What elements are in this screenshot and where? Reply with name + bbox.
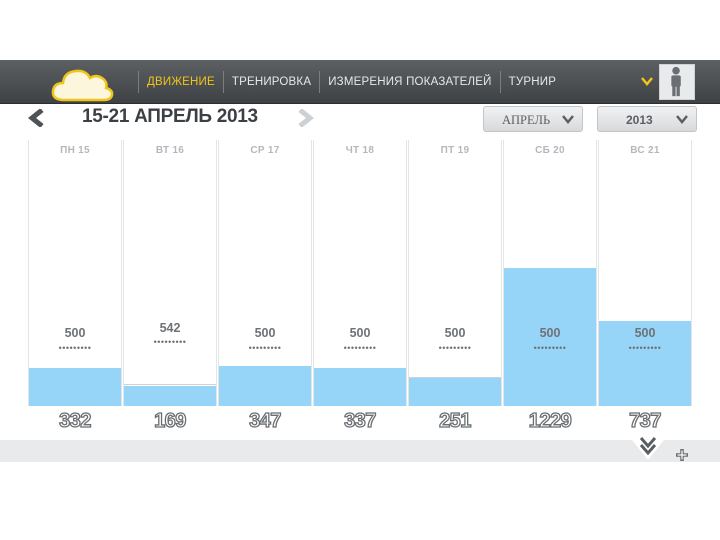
day-label: ВТ 16 — [155, 145, 185, 156]
goal-dots: ••••••••• — [248, 343, 282, 353]
nav-item-movement[interactable]: ДВИЖЕНИЕ — [147, 76, 215, 88]
activity-bar — [504, 268, 596, 406]
next-week-arrow-icon[interactable] — [292, 109, 314, 127]
nav-divider — [222, 71, 224, 93]
goal-dots: ••••••••• — [438, 343, 472, 353]
day-total: 1229 — [528, 409, 572, 432]
day-total: 337 — [343, 409, 377, 432]
goal-value: 500 — [254, 326, 276, 340]
activity-bar — [124, 386, 216, 406]
year-select[interactable]: 2013 — [597, 106, 697, 132]
day-total: 332 — [58, 409, 92, 432]
day-label: ЧТ 18 — [345, 145, 375, 156]
day-column[interactable]: ВС 21 500 ••••••••• — [598, 140, 692, 406]
goal-dots: ••••••••• — [343, 343, 377, 353]
day-total: 737 — [628, 409, 662, 432]
nav-item-training[interactable]: ТРЕНИРОВКА — [231, 76, 312, 88]
goal-line — [124, 384, 216, 385]
day-column[interactable]: СР 17 500 ••••••••• — [218, 140, 312, 406]
day-label: ПТ 19 — [440, 145, 470, 156]
year-select-value: 2013 — [626, 113, 653, 127]
chevron-down-icon[interactable] — [640, 74, 654, 88]
goal-value: 500 — [539, 326, 561, 340]
goal-dots: ••••••••• — [58, 343, 92, 353]
cloud-icon[interactable] — [50, 64, 114, 104]
main-nav: ДВИЖЕНИЕ ТРЕНИРОВКА ИЗМЕРЕНИЯ ПОКАЗАТЕЛЕ… — [130, 60, 556, 104]
goal-value: 500 — [444, 326, 466, 340]
goal-value: 500 — [349, 326, 371, 340]
day-column[interactable]: ВТ 16 542 ••••••••• — [123, 140, 217, 406]
day-total: 251 — [438, 409, 472, 432]
user-profile-button[interactable] — [659, 64, 695, 100]
nav-divider — [499, 71, 501, 93]
totals-footer-bar — [0, 440, 720, 462]
previous-week-arrow-icon[interactable] — [28, 109, 50, 127]
weekly-activity-chart: ПН 15 500 ••••••••• ВТ 16 542 ••••••••• … — [28, 140, 694, 406]
goal-dots: ••••••••• — [533, 343, 567, 353]
nav-item-measurements[interactable]: ИЗМЕРЕНИЯ ПОКАЗАТЕЛЕЙ — [328, 76, 492, 88]
activity-bar — [314, 368, 406, 406]
chevron-down-icon — [562, 115, 574, 124]
month-select-value: АПРЕЛЬ — [502, 113, 551, 127]
day-column[interactable]: СБ 20 500 ••••••••• — [503, 140, 597, 406]
goal-dots: ••••••••• — [628, 343, 662, 353]
week-title: 15-21 АПРЕЛЬ 2013 — [82, 106, 258, 127]
activity-bar — [599, 321, 691, 406]
nav-divider — [319, 71, 321, 93]
nav-item-tournament[interactable]: ТУРНИР — [508, 76, 557, 88]
goal-line — [409, 377, 501, 378]
top-nav-bar: ДВИЖЕНИЕ ТРЕНИРОВКА ИЗМЕРЕНИЯ ПОКАЗАТЕЛЕ… — [0, 60, 720, 104]
day-column[interactable]: ЧТ 18 500 ••••••••• — [313, 140, 407, 406]
goal-value: 542 — [159, 321, 181, 335]
plus-icon[interactable] — [675, 448, 689, 462]
day-label: ВС 21 — [630, 145, 660, 156]
day-column[interactable]: ПТ 19 500 ••••••••• — [408, 140, 502, 406]
day-label: ПН 15 — [60, 145, 90, 156]
goal-value: 500 — [634, 326, 656, 340]
goal-dots: ••••••••• — [153, 337, 187, 347]
day-total: 347 — [248, 409, 282, 432]
expand-chevron-icon[interactable] — [630, 434, 666, 462]
user-icon — [671, 66, 681, 97]
chevron-down-icon — [676, 115, 688, 124]
day-total: 169 — [153, 409, 187, 432]
day-column[interactable]: ПН 15 500 ••••••••• — [28, 140, 122, 406]
activity-bar — [29, 368, 121, 406]
goal-value: 500 — [64, 326, 86, 340]
activity-bar — [409, 377, 501, 406]
activity-bar — [219, 366, 311, 406]
day-label: СР 17 — [250, 145, 280, 156]
day-label: СБ 20 — [535, 145, 565, 156]
nav-divider — [138, 71, 139, 93]
month-select[interactable]: АПРЕЛЬ — [483, 106, 583, 132]
